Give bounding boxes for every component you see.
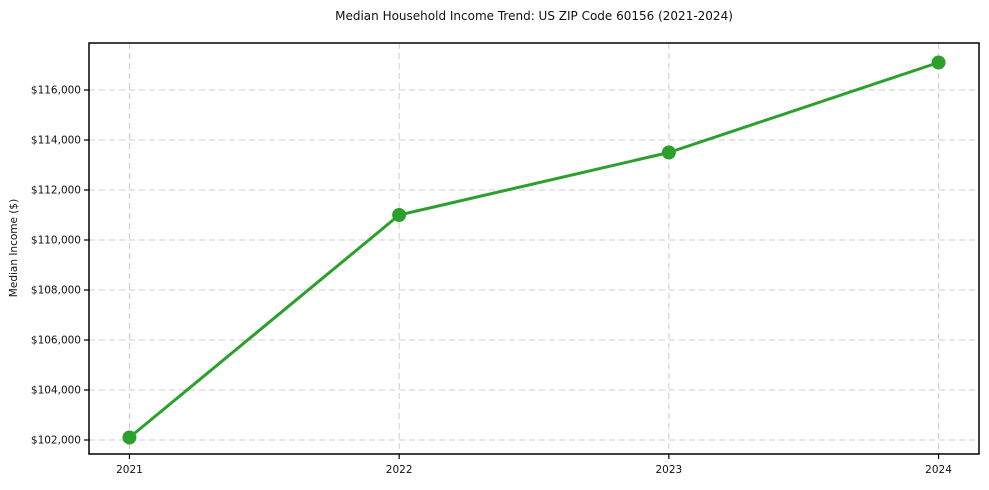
x-tick-label: 2021	[116, 464, 143, 476]
x-tick-label: 2022	[386, 464, 413, 476]
y-tick-label: $112,000	[31, 185, 81, 197]
data-point	[122, 430, 137, 445]
data-point	[931, 55, 946, 70]
x-tick-label: 2023	[655, 464, 682, 476]
y-tick-label: $106,000	[31, 335, 81, 347]
y-tick-label: $114,000	[31, 135, 81, 147]
data-point	[392, 208, 407, 222]
y-tick-label: $116,000	[31, 85, 81, 97]
chart-title: Median Household Income Trend: US ZIP Co…	[335, 9, 733, 23]
x-tick-label: 2024	[925, 464, 952, 476]
y-tick-label: $108,000	[31, 285, 81, 297]
plot-border	[88, 42, 980, 455]
trend-line	[127, 61, 941, 439]
data-point	[661, 145, 676, 160]
y-tick-label: $110,000	[31, 235, 81, 247]
y-tick-label: $104,000	[31, 385, 81, 397]
y-tick-label: $102,000	[31, 435, 81, 447]
